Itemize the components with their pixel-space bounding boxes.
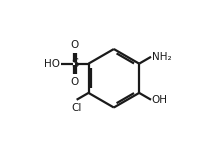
Text: O: O [71, 40, 79, 50]
Text: Cl: Cl [71, 103, 82, 113]
Text: O: O [71, 77, 79, 87]
Text: OH: OH [152, 95, 168, 105]
Text: S: S [71, 57, 78, 70]
Text: HO: HO [44, 59, 60, 69]
Text: NH₂: NH₂ [152, 52, 171, 62]
